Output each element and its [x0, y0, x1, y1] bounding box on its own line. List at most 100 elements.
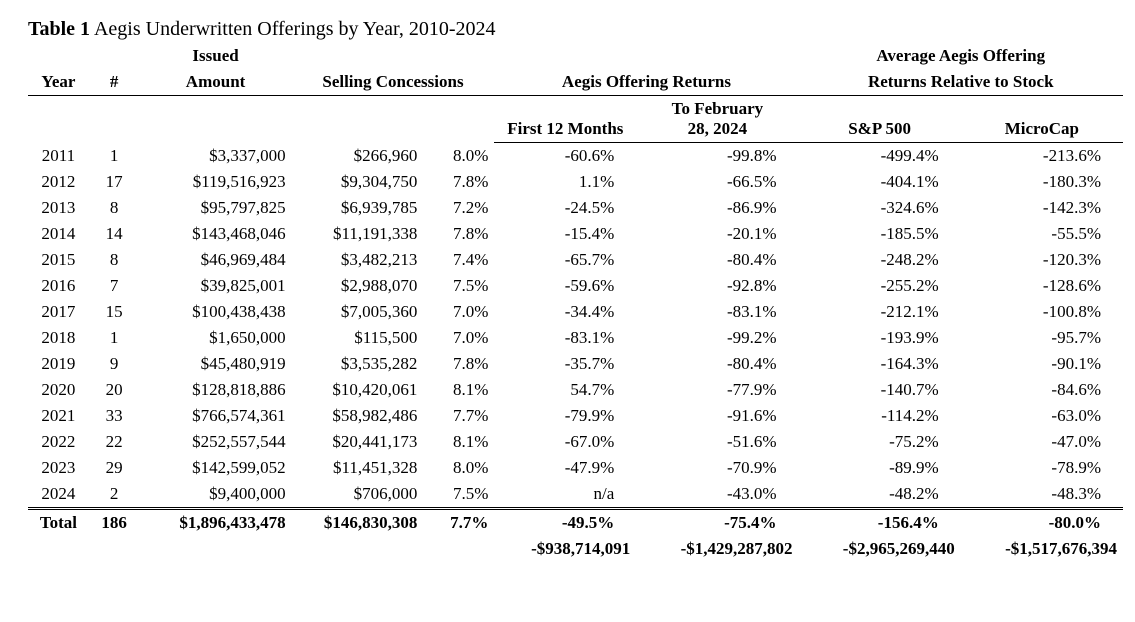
cell-year: 2017 [28, 299, 89, 325]
cell-pct: 8.0% [423, 455, 494, 481]
cell-mc: -180.3% [961, 169, 1123, 195]
cell-amount: $143,468,046 [140, 221, 292, 247]
cell-sp: -499.4% [799, 143, 961, 170]
cell-n: 8 [89, 195, 140, 221]
table-row: 20158$46,969,484$3,482,2137.4%-65.7%-80.… [28, 247, 1123, 273]
cell-pct: 7.5% [423, 481, 494, 509]
cell-r12: -67.0% [494, 429, 636, 455]
cell-n: 7 [89, 273, 140, 299]
cell-rto: -51.6% [636, 429, 798, 455]
cell-year: 2013 [28, 195, 89, 221]
hdr-amount: Amount [140, 69, 292, 96]
cell-r12: -47.9% [494, 455, 636, 481]
total-mc: -80.0% [961, 509, 1123, 537]
total-rto: -75.4% [636, 509, 798, 537]
cell-amount: $100,438,438 [140, 299, 292, 325]
cell-rto: -99.8% [636, 143, 798, 170]
cell-n: 20 [89, 377, 140, 403]
cell-year: 2014 [28, 221, 89, 247]
cell-mc: -84.6% [961, 377, 1123, 403]
cell-amount: $1,650,000 [140, 325, 292, 351]
cell-year: 2011 [28, 143, 89, 170]
cell-pct: 7.5% [423, 273, 494, 299]
cell-sp: -193.9% [799, 325, 961, 351]
cell-conc: $7,005,360 [292, 299, 424, 325]
hdr-microcap: MicroCap [961, 96, 1123, 143]
cell-sp: -212.1% [799, 299, 961, 325]
cell-pct: 8.1% [423, 429, 494, 455]
cell-year: 2019 [28, 351, 89, 377]
cell-mc: -55.5% [961, 221, 1123, 247]
cell-n: 1 [89, 325, 140, 351]
cell-conc: $20,441,173 [292, 429, 424, 455]
cell-r12: -60.6% [494, 143, 636, 170]
cell-r12: -15.4% [494, 221, 636, 247]
cell-mc: -78.9% [961, 455, 1123, 481]
cell-mc: -213.6% [961, 143, 1123, 170]
cell-mc: -95.7% [961, 325, 1123, 351]
hdr-returns: Aegis Offering Returns [494, 43, 798, 96]
cell-sp: -89.9% [799, 455, 961, 481]
cell-mc: -100.8% [961, 299, 1123, 325]
cell-pct: 7.2% [423, 195, 494, 221]
table-row: 202222$252,557,544$20,441,1738.1%-67.0%-… [28, 429, 1123, 455]
table-row: 20111$3,337,000$266,9608.0%-60.6%-99.8%-… [28, 143, 1123, 170]
cell-r12: -34.4% [494, 299, 636, 325]
cell-sp: -140.7% [799, 377, 961, 403]
hdr-tofeb: To February 28, 2024 [636, 96, 798, 143]
hdr-first12: First 12 Months [494, 96, 636, 143]
cell-year: 2015 [28, 247, 89, 273]
cell-mc: -63.0% [961, 403, 1123, 429]
cell-r12: -83.1% [494, 325, 636, 351]
cell-conc: $9,304,750 [292, 169, 424, 195]
cell-sp: -164.3% [799, 351, 961, 377]
cell-rto: -77.9% [636, 377, 798, 403]
total-amount: $1,896,433,478 [140, 509, 292, 537]
cell-sp: -404.1% [799, 169, 961, 195]
table-row: 20167$39,825,001$2,988,0707.5%-59.6%-92.… [28, 273, 1123, 299]
cell-r12: -24.5% [494, 195, 636, 221]
cell-rto: -92.8% [636, 273, 798, 299]
cell-pct: 8.0% [423, 143, 494, 170]
cell-r12: -79.9% [494, 403, 636, 429]
cell-mc: -120.3% [961, 247, 1123, 273]
cell-amount: $45,480,919 [140, 351, 292, 377]
cell-mc: -47.0% [961, 429, 1123, 455]
cell-n: 22 [89, 429, 140, 455]
cell-pct: 7.8% [423, 351, 494, 377]
cell-n: 15 [89, 299, 140, 325]
cell-mc: -90.1% [961, 351, 1123, 377]
cell-pct: 7.0% [423, 299, 494, 325]
cell-rto: -43.0% [636, 481, 798, 509]
cell-mc: -128.6% [961, 273, 1123, 299]
cell-r12: n/a [494, 481, 636, 509]
cell-amount: $128,818,886 [140, 377, 292, 403]
cell-sp: -75.2% [799, 429, 961, 455]
cell-n: 14 [89, 221, 140, 247]
table-row: 201217$119,516,923$9,304,7507.8%1.1%-66.… [28, 169, 1123, 195]
cell-r12: -35.7% [494, 351, 636, 377]
cell-conc: $3,535,282 [292, 351, 424, 377]
cell-n: 1 [89, 143, 140, 170]
cell-conc: $11,451,328 [292, 455, 424, 481]
cell-pct: 8.1% [423, 377, 494, 403]
cell-n: 2 [89, 481, 140, 509]
hdr-sp500: S&P 500 [799, 96, 961, 143]
table-row: 20199$45,480,919$3,535,2827.8%-35.7%-80.… [28, 351, 1123, 377]
total-n: 186 [89, 509, 140, 537]
table-row: 20242$9,400,000$706,0007.5%n/a-43.0%-48.… [28, 481, 1123, 509]
cell-year: 2016 [28, 273, 89, 299]
cell-pct: 7.4% [423, 247, 494, 273]
cell-pct: 7.8% [423, 221, 494, 247]
table-row: 202133$766,574,361$58,982,4867.7%-79.9%-… [28, 403, 1123, 429]
cell-mc: -142.3% [961, 195, 1123, 221]
cell-sp: -324.6% [799, 195, 961, 221]
table-row: 201715$100,438,438$7,005,3607.0%-34.4%-8… [28, 299, 1123, 325]
cell-year: 2012 [28, 169, 89, 195]
dollar-r12: -$938,714,091 [494, 536, 636, 562]
cell-conc: $6,939,785 [292, 195, 424, 221]
cell-rto: -20.1% [636, 221, 798, 247]
table-number: Table 1 [28, 18, 90, 40]
cell-year: 2024 [28, 481, 89, 509]
cell-amount: $252,557,544 [140, 429, 292, 455]
